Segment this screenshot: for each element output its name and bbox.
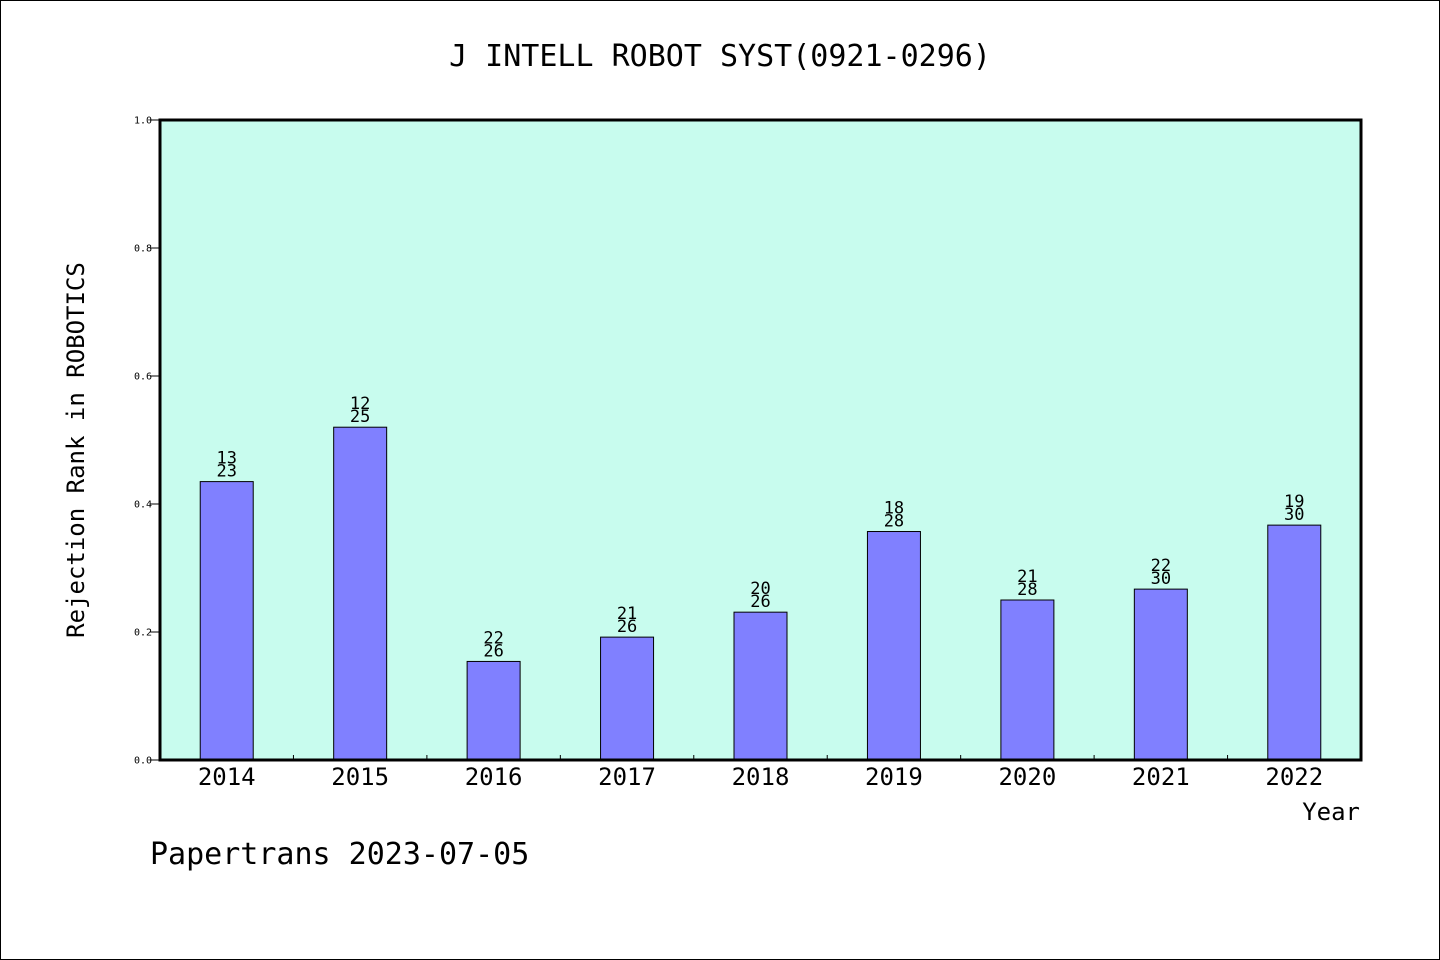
bar-label-top: 22: [1151, 556, 1171, 576]
y-tick-label: 0.8: [134, 244, 152, 255]
x-tick-label: 2014: [198, 763, 256, 791]
bar-label-top: 21: [617, 604, 637, 624]
bar-label-top: 20: [750, 579, 770, 599]
bar-label-bottom: 26: [483, 641, 503, 661]
footer-credit: Papertrans 2023-07-05: [150, 837, 529, 872]
bar-2018: [733, 611, 788, 761]
bar-label-bottom: 28: [1017, 580, 1037, 600]
y-tick-label: 0.0: [134, 756, 152, 767]
plot-border: [158, 118, 1363, 762]
chart-title: J INTELL ROBOT SYST(0921-0296): [449, 39, 991, 74]
bar-label-bottom: 23: [216, 462, 236, 482]
x-tick-label: 2018: [732, 763, 790, 791]
bar-2015: [333, 426, 388, 761]
bar-label-top: 12: [350, 394, 370, 414]
bar-label-bottom: 25: [350, 407, 370, 427]
y-tick-label: 0.4: [134, 500, 152, 511]
bar-2019: [866, 531, 921, 761]
bar-label-top: 13: [216, 449, 236, 469]
y-tick-label: 0.6: [134, 372, 152, 383]
x-axis-label: Year: [1302, 798, 1360, 826]
bars-group: [199, 426, 1322, 761]
bar-label-bottom: 26: [750, 592, 770, 612]
bar-label-bottom: 30: [1284, 505, 1304, 525]
x-axis: 2014 2015 2016 2017 2018 2019 2020 2021 2022: [198, 755, 1323, 791]
y-axis-label: Rejection Rank in ROBOTICS: [62, 262, 90, 638]
y-tick-label: 1.0: [134, 116, 152, 127]
x-tick-label: 2015: [331, 763, 389, 791]
x-tick-label: 2016: [465, 763, 523, 791]
bar-label-top: 21: [1017, 567, 1037, 587]
x-tick-label: 2019: [865, 763, 923, 791]
x-tick-label: 2017: [598, 763, 656, 791]
x-tick-label: 2020: [998, 763, 1056, 791]
bar-2021: [1133, 588, 1188, 761]
x-tick-label: 2021: [1132, 763, 1190, 791]
bar-2022: [1267, 524, 1322, 761]
bar-label-top: 19: [1284, 492, 1304, 512]
bar-2014: [199, 481, 254, 761]
bar-2017: [600, 636, 655, 761]
bar-label-top: 18: [884, 499, 904, 519]
y-tick-label: 0.2: [134, 628, 152, 639]
bar-label-bottom: 30: [1151, 569, 1171, 589]
bar-2020: [1000, 599, 1055, 761]
bar-label-bottom: 26: [617, 617, 637, 637]
bar-label-top: 22: [483, 628, 503, 648]
y-axis: 0.0 0.2 0.4 0.6 0.8 1.0: [134, 116, 160, 767]
bar-2016: [466, 660, 521, 761]
bar-label-bottom: 28: [884, 512, 904, 532]
x-tick-label: 2022: [1265, 763, 1323, 791]
